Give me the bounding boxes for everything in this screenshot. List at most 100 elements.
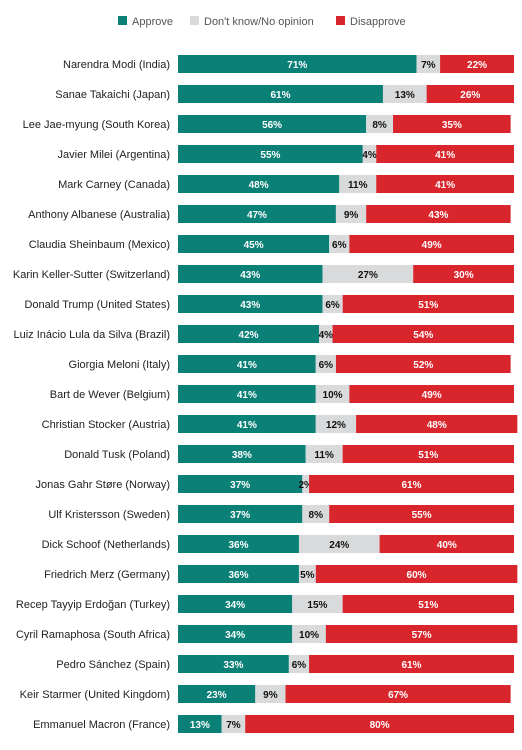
table-row: Javier Milei (Argentina) 55% 4% 41% — [58, 145, 514, 163]
data-label-1: 13% — [395, 90, 415, 101]
bar-segment-2 — [440, 55, 514, 73]
row-label: Donald Tusk (Poland) — [64, 449, 170, 461]
data-label-0: 33% — [223, 660, 243, 671]
bar-segment-0 — [178, 115, 367, 133]
data-label-0: 56% — [262, 120, 282, 131]
row-label: Donald Trump (United States) — [24, 299, 170, 311]
table-row: Luiz Inácio Lula da Silva (Brazil) 42% 4% 5… — [13, 325, 514, 343]
row-label: Friedrich Merz (Germany) — [44, 569, 170, 581]
bar-segment-1 — [382, 85, 427, 103]
row-label: Giorgia Meloni (Italy) — [69, 359, 170, 371]
data-label-1: 7% — [421, 60, 436, 71]
bar-segment-2 — [413, 265, 514, 283]
bar-segment-0 — [178, 685, 256, 703]
data-label-2: 41% — [435, 150, 455, 161]
row-label: Mark Carney (Canada) — [58, 179, 170, 191]
bar-segment-1 — [335, 205, 367, 223]
data-label-0: 37% — [230, 510, 250, 521]
bar-segment-1 — [362, 145, 377, 163]
bar-segment-1 — [302, 475, 310, 493]
legend-swatch-0 — [118, 16, 127, 25]
data-label-0: 43% — [240, 270, 260, 281]
chart-rows: Narendra Modi (India) 71% 7% 22% Sanae Takai… — [13, 55, 518, 733]
bar-segment-0 — [178, 445, 306, 463]
data-label-2: 40% — [437, 540, 457, 551]
data-label-0: 23% — [207, 690, 227, 701]
bar-segment-0 — [178, 475, 303, 493]
bar-segment-2 — [342, 295, 514, 313]
bar-segment-2 — [309, 655, 514, 673]
bar-segment-2 — [349, 235, 514, 253]
bar-segment-0 — [178, 145, 363, 163]
data-label-1: 6% — [292, 660, 307, 671]
bar-segment-0 — [178, 85, 383, 103]
data-label-2: 80% — [370, 720, 390, 731]
row-label: Lee Jae-myung (South Korea) — [23, 119, 170, 131]
data-label-1: 11% — [314, 450, 334, 461]
bar-segment-0 — [178, 265, 323, 283]
row-label: Pedro Sánchez (Spain) — [56, 659, 170, 671]
table-row: Pedro Sánchez (Spain) 33% 6% 61% — [56, 655, 514, 673]
row-label: Keir Starmer (United Kingdom) — [20, 689, 170, 701]
bar-segment-1 — [298, 565, 316, 583]
bar-segment-2 — [315, 565, 518, 583]
bar-segment-2 — [393, 115, 511, 133]
data-label-2: 52% — [413, 360, 433, 371]
bar-segment-0 — [178, 715, 222, 733]
row-label: Narendra Modi (India) — [63, 59, 170, 71]
bar-segment-0 — [178, 415, 316, 433]
table-row: Recep Tayyip Erdoğan (Turkey) 34% 15% 51% — [16, 595, 514, 613]
table-row: Giorgia Meloni (Italy) 41% 6% 52% — [69, 355, 511, 373]
table-row: Emmanuel Macron (France) 13% 7% 80% — [33, 715, 514, 733]
bar-segment-0 — [178, 55, 417, 73]
bar-segment-2 — [285, 685, 511, 703]
data-label-1: 8% — [309, 510, 324, 521]
bar-segment-1 — [322, 265, 414, 283]
data-label-0: 34% — [225, 600, 245, 611]
table-row: Anthony Albanese (Australia) 47% 9% 43% — [28, 205, 511, 223]
data-label-2: 61% — [402, 660, 422, 671]
bar-segment-2 — [426, 85, 514, 103]
row-label: Jonas Gahr Støre (Norway) — [36, 479, 170, 491]
row-label: Javier Milei (Argentina) — [58, 149, 170, 161]
bar-segment-0 — [178, 175, 340, 193]
table-row: Donald Trump (United States) 43% 6% 51% — [24, 295, 514, 313]
row-label: Recep Tayyip Erdoğan (Turkey) — [16, 599, 170, 611]
data-label-1: 6% — [325, 300, 340, 311]
data-label-1: 10% — [323, 390, 343, 401]
legend: Approve Don't know/No opinion Disapprove — [118, 16, 406, 28]
data-label-2: 57% — [412, 630, 432, 641]
bar-segment-1 — [315, 385, 350, 403]
row-label: Cyril Ramaphosa (South Africa) — [16, 629, 170, 641]
data-label-1: 6% — [332, 240, 347, 251]
data-label-1: 9% — [263, 690, 278, 701]
bar-segment-1 — [305, 445, 343, 463]
data-label-0: 42% — [239, 330, 259, 341]
data-label-1: 15% — [307, 600, 327, 611]
data-label-2: 26% — [460, 90, 480, 101]
row-label: Bart de Wever (Belgium) — [50, 389, 170, 401]
bar-segment-0 — [178, 535, 299, 553]
row-label: Anthony Albanese (Australia) — [28, 209, 170, 221]
bar-segment-1 — [339, 175, 377, 193]
data-label-0: 48% — [249, 180, 269, 191]
data-label-0: 61% — [270, 90, 290, 101]
legend-label-2: Disapprove — [350, 16, 406, 28]
legend-swatch-2 — [336, 16, 345, 25]
bar-segment-2 — [356, 415, 518, 433]
bar-segment-0 — [178, 295, 323, 313]
row-label: Claudia Sheinbaum (Mexico) — [29, 239, 170, 251]
table-row: Dick Schoof (Netherlands) 36% 24% 40% — [42, 535, 514, 553]
bar-segment-1 — [298, 535, 380, 553]
data-label-0: 41% — [237, 360, 257, 371]
table-row: Christian Stocker (Austria) 41% 12% 48% — [42, 415, 518, 433]
data-label-0: 45% — [244, 240, 264, 251]
bar-segment-2 — [376, 175, 514, 193]
bar-segment-1 — [255, 685, 286, 703]
data-label-0: 71% — [287, 60, 307, 71]
data-label-2: 22% — [467, 60, 487, 71]
bar-segment-1 — [319, 325, 333, 343]
bar-segment-2 — [245, 715, 514, 733]
data-label-1: 24% — [329, 540, 349, 551]
data-label-1: 9% — [344, 210, 359, 221]
